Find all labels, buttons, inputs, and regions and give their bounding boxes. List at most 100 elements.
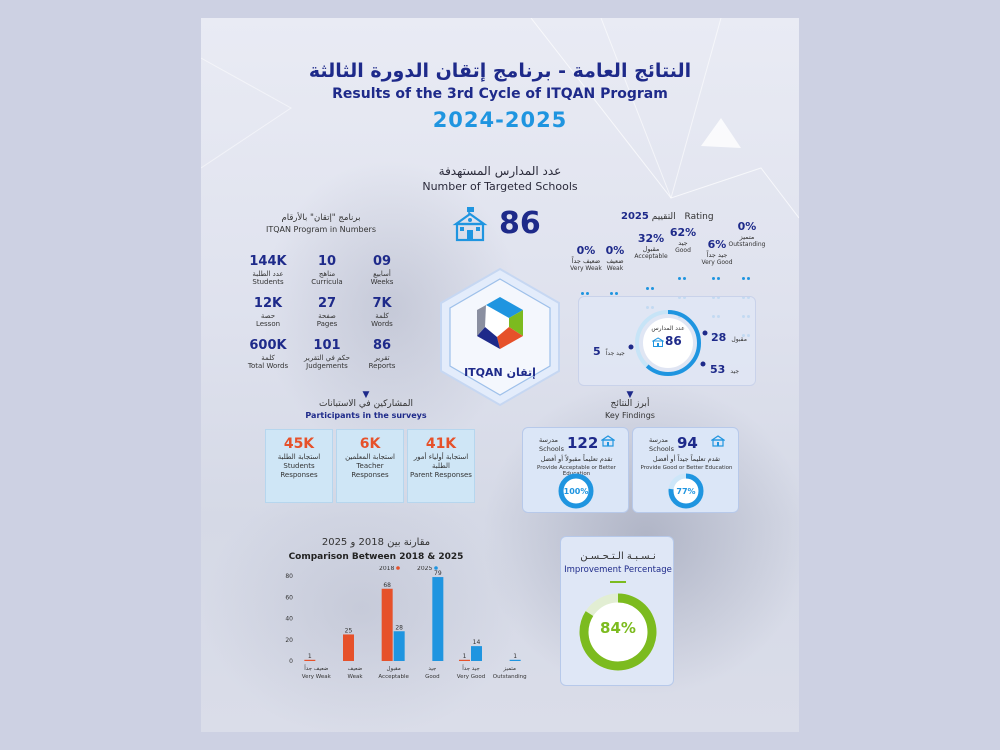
finding-percent: 100% (564, 487, 589, 496)
bar-value-label: 1 (308, 653, 312, 660)
rating-item: 0% متميز Outstanding (727, 220, 767, 248)
number-stat-label-arabic: أسابيع (373, 270, 391, 278)
improvement-box: نـسـبـة الـتـحـسـن Improvement Percentag… (560, 536, 674, 686)
participants-head-arabic: المشاركين في الاستبانات (318, 399, 413, 409)
bar-value-label: 14 (473, 639, 481, 646)
rating-label-arabic: جيد (678, 239, 688, 247)
distribution-acceptable-value: 28 (711, 331, 727, 344)
bar-2018 (381, 588, 393, 661)
y-tick-label: 40 (285, 616, 293, 623)
rating-percent: 0% (737, 220, 757, 233)
distribution-good: جيد 53 (710, 358, 739, 377)
number-stat-label-english: Words (371, 320, 393, 328)
number-stat-label-english: Students (252, 278, 284, 286)
legend-entry: 2018 (379, 566, 394, 572)
x-tick-label-arabic: جيد جداً (462, 664, 480, 672)
number-stat-label-arabic: مناهج (318, 270, 336, 278)
school-icon (452, 207, 488, 242)
finding-value: 94 (677, 434, 698, 452)
bar-2025 (393, 631, 405, 661)
rating-dots (580, 281, 592, 300)
number-stat-value: 10 (317, 254, 337, 269)
bar-2025 (432, 577, 444, 661)
number-stat-value: 09 (372, 254, 392, 269)
number-stat-label-english: Reports (368, 362, 396, 370)
rating-percent: 0% (576, 244, 596, 257)
number-stat-label-english: Judgements (306, 362, 348, 370)
school-icon (601, 435, 615, 447)
dot (651, 287, 654, 290)
number-stat-value: 7K (372, 296, 392, 311)
rating-percent: 32% (637, 232, 665, 245)
finding-desc-arabic: تقدم تعليماً مقبولاً أو أفضل (540, 455, 613, 463)
distribution-acceptable: مقبول 28 (711, 326, 747, 345)
rating-item: 6% جيد جداً Very Good (697, 238, 737, 266)
arrow-down-icon: ▼ (626, 390, 634, 400)
distribution-acceptable-label: مقبول (731, 336, 747, 343)
number-stat-label-english: Total Words (247, 362, 289, 370)
rating-item: 62% جيد Good (663, 226, 703, 254)
rating-percent: 0% (605, 244, 625, 257)
participant-label-arabic: استجابة الطلبة (277, 453, 321, 461)
legend-marker (396, 566, 400, 570)
targeted-label-arabic: عدد المدارس المستهدفة (438, 164, 562, 178)
numbers-head-arabic: برنامج "إتقان" بالأرقام (281, 213, 361, 223)
school-distribution-box: عدد المدارس 86 مقبول 28 5 جيد جداً جيد 5… (578, 296, 756, 386)
y-tick-label: 80 (285, 573, 293, 580)
legend-marker (434, 566, 438, 570)
finding-ring: 100% (558, 473, 594, 509)
number-stat-label-english: Lesson (255, 320, 281, 328)
bar-2018 (304, 659, 316, 661)
x-tick-label: Weak (347, 674, 363, 680)
dot (581, 292, 584, 295)
dot (586, 292, 589, 295)
distribution-good-label: جيد (730, 368, 740, 375)
number-stat-value: 144K (249, 254, 287, 269)
bar-2025 (509, 659, 521, 661)
findings-head-english: Key Findings (605, 411, 655, 420)
rating-label-english: Outstanding (728, 241, 766, 248)
targeted-label-english: Number of Targeted Schools (422, 180, 578, 193)
infographic-poster: النتائج العامة - برنامج إتقان الدورة الث… (201, 18, 799, 732)
dot (615, 292, 618, 295)
finding-unit-arabic: مدرسة (649, 436, 668, 444)
distribution-very-good: 5 جيد جداً (593, 340, 625, 359)
number-stat-label-arabic: حصة (260, 312, 276, 320)
number-stat: 86 تقرير Reports (355, 338, 409, 370)
logo-text: ITQAN إتقان (453, 366, 547, 379)
numbers-head-english: ITQAN Program in Numbers (266, 225, 376, 234)
number-stat: 144K عدد الطلبة Students (241, 254, 295, 286)
number-stat-label-arabic: حكم في التقرير (304, 354, 350, 362)
rating-dots (609, 281, 621, 300)
number-stat-label-english: Pages (316, 320, 338, 328)
finding-card: 94 مدرسة Schools تقدم تعليماً جيداً أو أفضل… (632, 427, 739, 513)
number-stat-value: 12K (253, 296, 283, 311)
bar-2018 (459, 659, 470, 661)
comparison-title-arabic: مقارنة بين 2018 و 2025 (321, 537, 431, 548)
rating-label-arabic: متميز (739, 233, 755, 241)
participant-value: 41K (425, 436, 457, 452)
finding-desc-english: Provide Good or Better Education (640, 465, 733, 471)
y-tick-label: 60 (285, 594, 293, 601)
participant-label-english: Parent Responses (410, 471, 472, 479)
number-stat-label-english: Weeks (370, 278, 394, 286)
improvement-value: 84% (600, 619, 636, 637)
dot (712, 277, 715, 280)
rating-label-english: Rating (684, 212, 714, 222)
finding-desc-arabic: تقدم تعليماً جيداً أو أفضل (652, 455, 721, 463)
targeted-value: 86 (499, 206, 541, 241)
rating-label-english: Weak (606, 265, 624, 272)
dot (717, 277, 720, 280)
rating-label-arabic: ضعيف جداً (571, 257, 601, 265)
dot (742, 277, 745, 280)
itqan-logo (440, 267, 560, 407)
legend-entry: 2025 (417, 566, 432, 572)
bar-value-label: 79 (434, 570, 442, 577)
bar-value-label: 68 (383, 582, 391, 589)
rating-label-arabic: ضعيف (606, 257, 624, 265)
number-stat-label-arabic: صفحة (318, 312, 336, 320)
title-arabic: النتائج العامة - برنامج إتقان الدورة الث… (308, 60, 692, 82)
rating-item: 0% ضعيف Weak (595, 244, 635, 272)
x-tick-label-arabic: ضعيف جداً (304, 664, 329, 672)
finding-value: 122 (567, 434, 599, 452)
